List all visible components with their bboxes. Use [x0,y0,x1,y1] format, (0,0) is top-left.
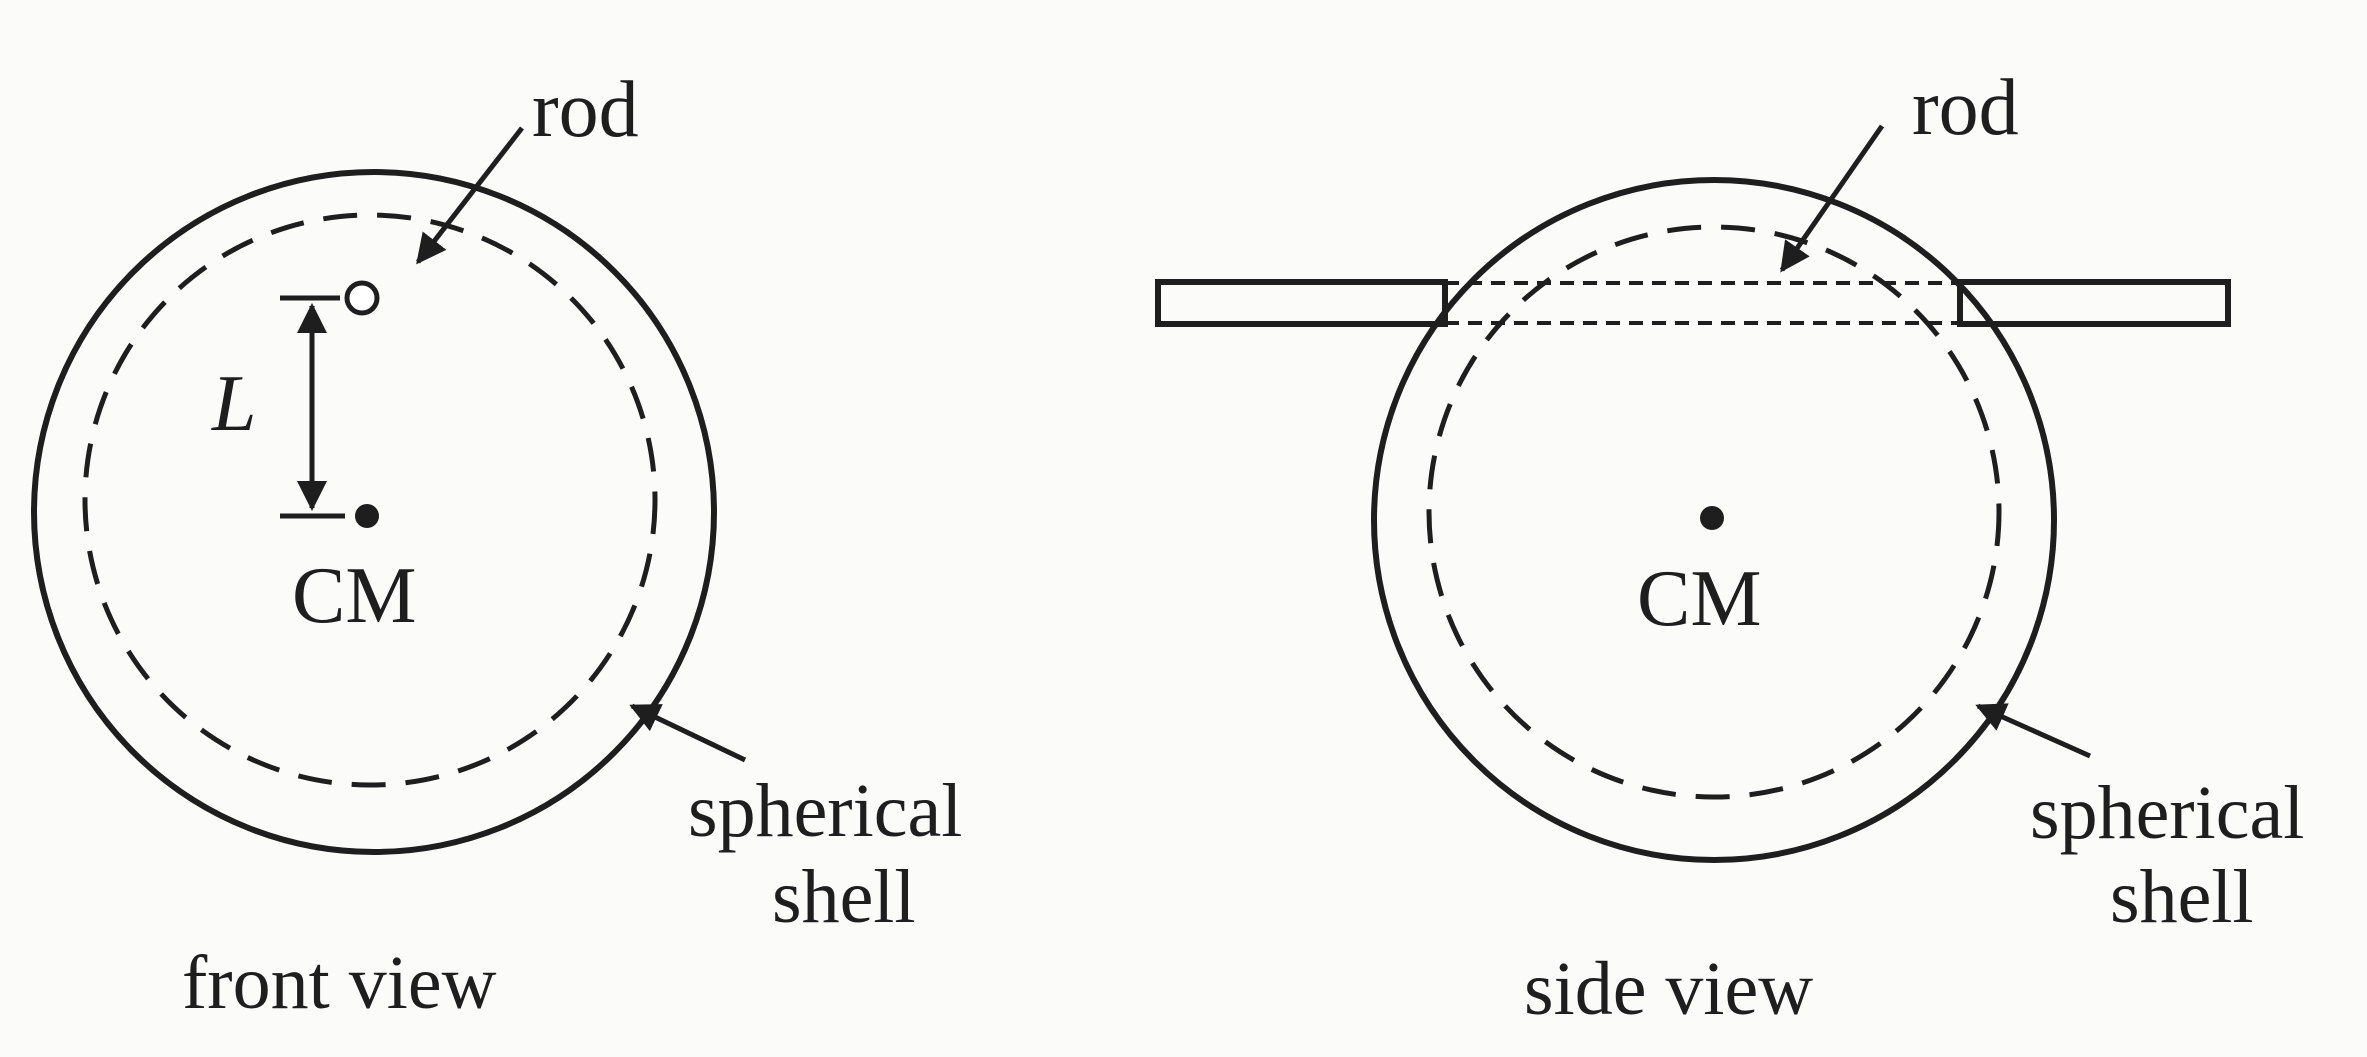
side-shell-label-line2: shell [2110,855,2254,939]
side-view-panel: rod CM spherical shell side view [1155,64,2304,1031]
front-view-panel: rod L CM spherical shell front view [31,66,962,1025]
side-inner-shell-dashed [1426,224,2002,800]
side-rod-pointer-arrow [1779,124,1885,273]
front-outer-shell [31,169,717,855]
front-view-caption: front view [182,941,497,1025]
front-rod-pointer-arrow [416,126,524,265]
front-shell-label-line2: shell [772,855,916,939]
front-cm-label: CM [292,552,417,640]
side-view-caption: side view [1524,947,1813,1031]
front-cm-dot [355,504,379,528]
side-rod-label: rod [1912,64,2019,152]
side-outer-shell [1371,177,2057,863]
side-rod-left-segment [1155,279,1448,327]
side-rod-right-segment [1957,279,2231,327]
front-shell-pointer-arrow [629,703,747,763]
side-cm-dot [1700,506,1724,530]
front-rod-cross-section [344,280,380,316]
side-shell-pointer-arrow [1975,703,2092,759]
front-distance-label: L [211,360,257,448]
side-cm-label: CM [1637,555,1762,643]
side-shell-label-line1: spherical [2030,771,2304,855]
front-inner-shell-dashed [82,212,658,788]
front-rod-label: rod [532,66,639,154]
front-shell-label-line1: spherical [688,769,962,853]
